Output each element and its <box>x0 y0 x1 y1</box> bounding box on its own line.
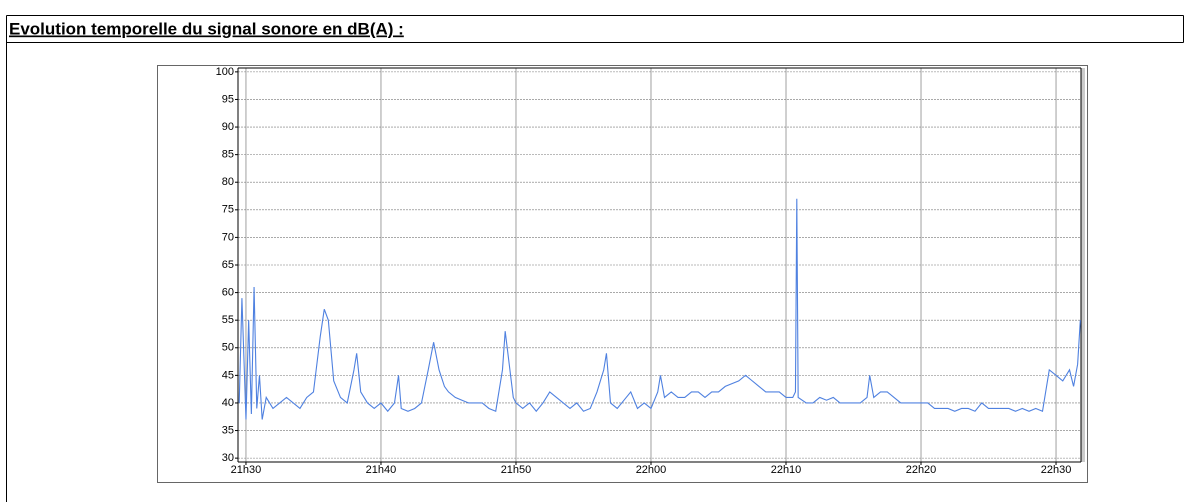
y-tick-label: 75 <box>222 204 234 216</box>
y-tick-label: 35 <box>222 424 234 436</box>
y-tick-label: 85 <box>222 149 234 161</box>
y-tick-label: 40 <box>222 397 234 409</box>
y-tick-label: 100 <box>216 66 234 78</box>
y-tick-label: 65 <box>222 259 234 271</box>
chart-frame <box>157 65 1088 483</box>
y-tick-label: 55 <box>222 314 234 326</box>
y-tick-label: 30 <box>222 452 234 464</box>
chart-title: Evolution temporelle du signal sonore en… <box>9 19 404 38</box>
x-tick-label: 22h10 <box>771 464 802 476</box>
y-tick-label: 80 <box>222 176 234 188</box>
x-tick-label: 22h20 <box>906 464 937 476</box>
y-tick-label: 60 <box>222 286 234 298</box>
y-tick-label: 50 <box>222 342 234 354</box>
x-tick-label: 21h30 <box>231 464 262 476</box>
y-tick-label: 90 <box>222 121 234 133</box>
x-tick-label: 21h50 <box>501 464 532 476</box>
y-tick-label: 70 <box>222 231 234 243</box>
y-tick-label: 45 <box>222 369 234 381</box>
y-tick-label: 95 <box>222 93 234 105</box>
x-tick-label: 21h40 <box>366 464 397 476</box>
plot-edge <box>1081 68 1085 462</box>
x-tick-label: 22h00 <box>636 464 667 476</box>
x-tick-label: 22h30 <box>1041 464 1072 476</box>
data-line <box>238 198 1081 420</box>
